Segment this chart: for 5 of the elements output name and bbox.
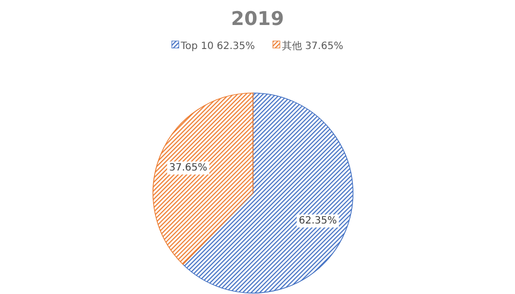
legend-label: Top 10 62.35% (180, 41, 255, 52)
data-label: 62.35% (298, 215, 337, 226)
chart-title: 2019 (231, 8, 284, 30)
legend-label: 其他 37.65% (282, 40, 344, 52)
data-label: 37.65% (169, 162, 208, 174)
